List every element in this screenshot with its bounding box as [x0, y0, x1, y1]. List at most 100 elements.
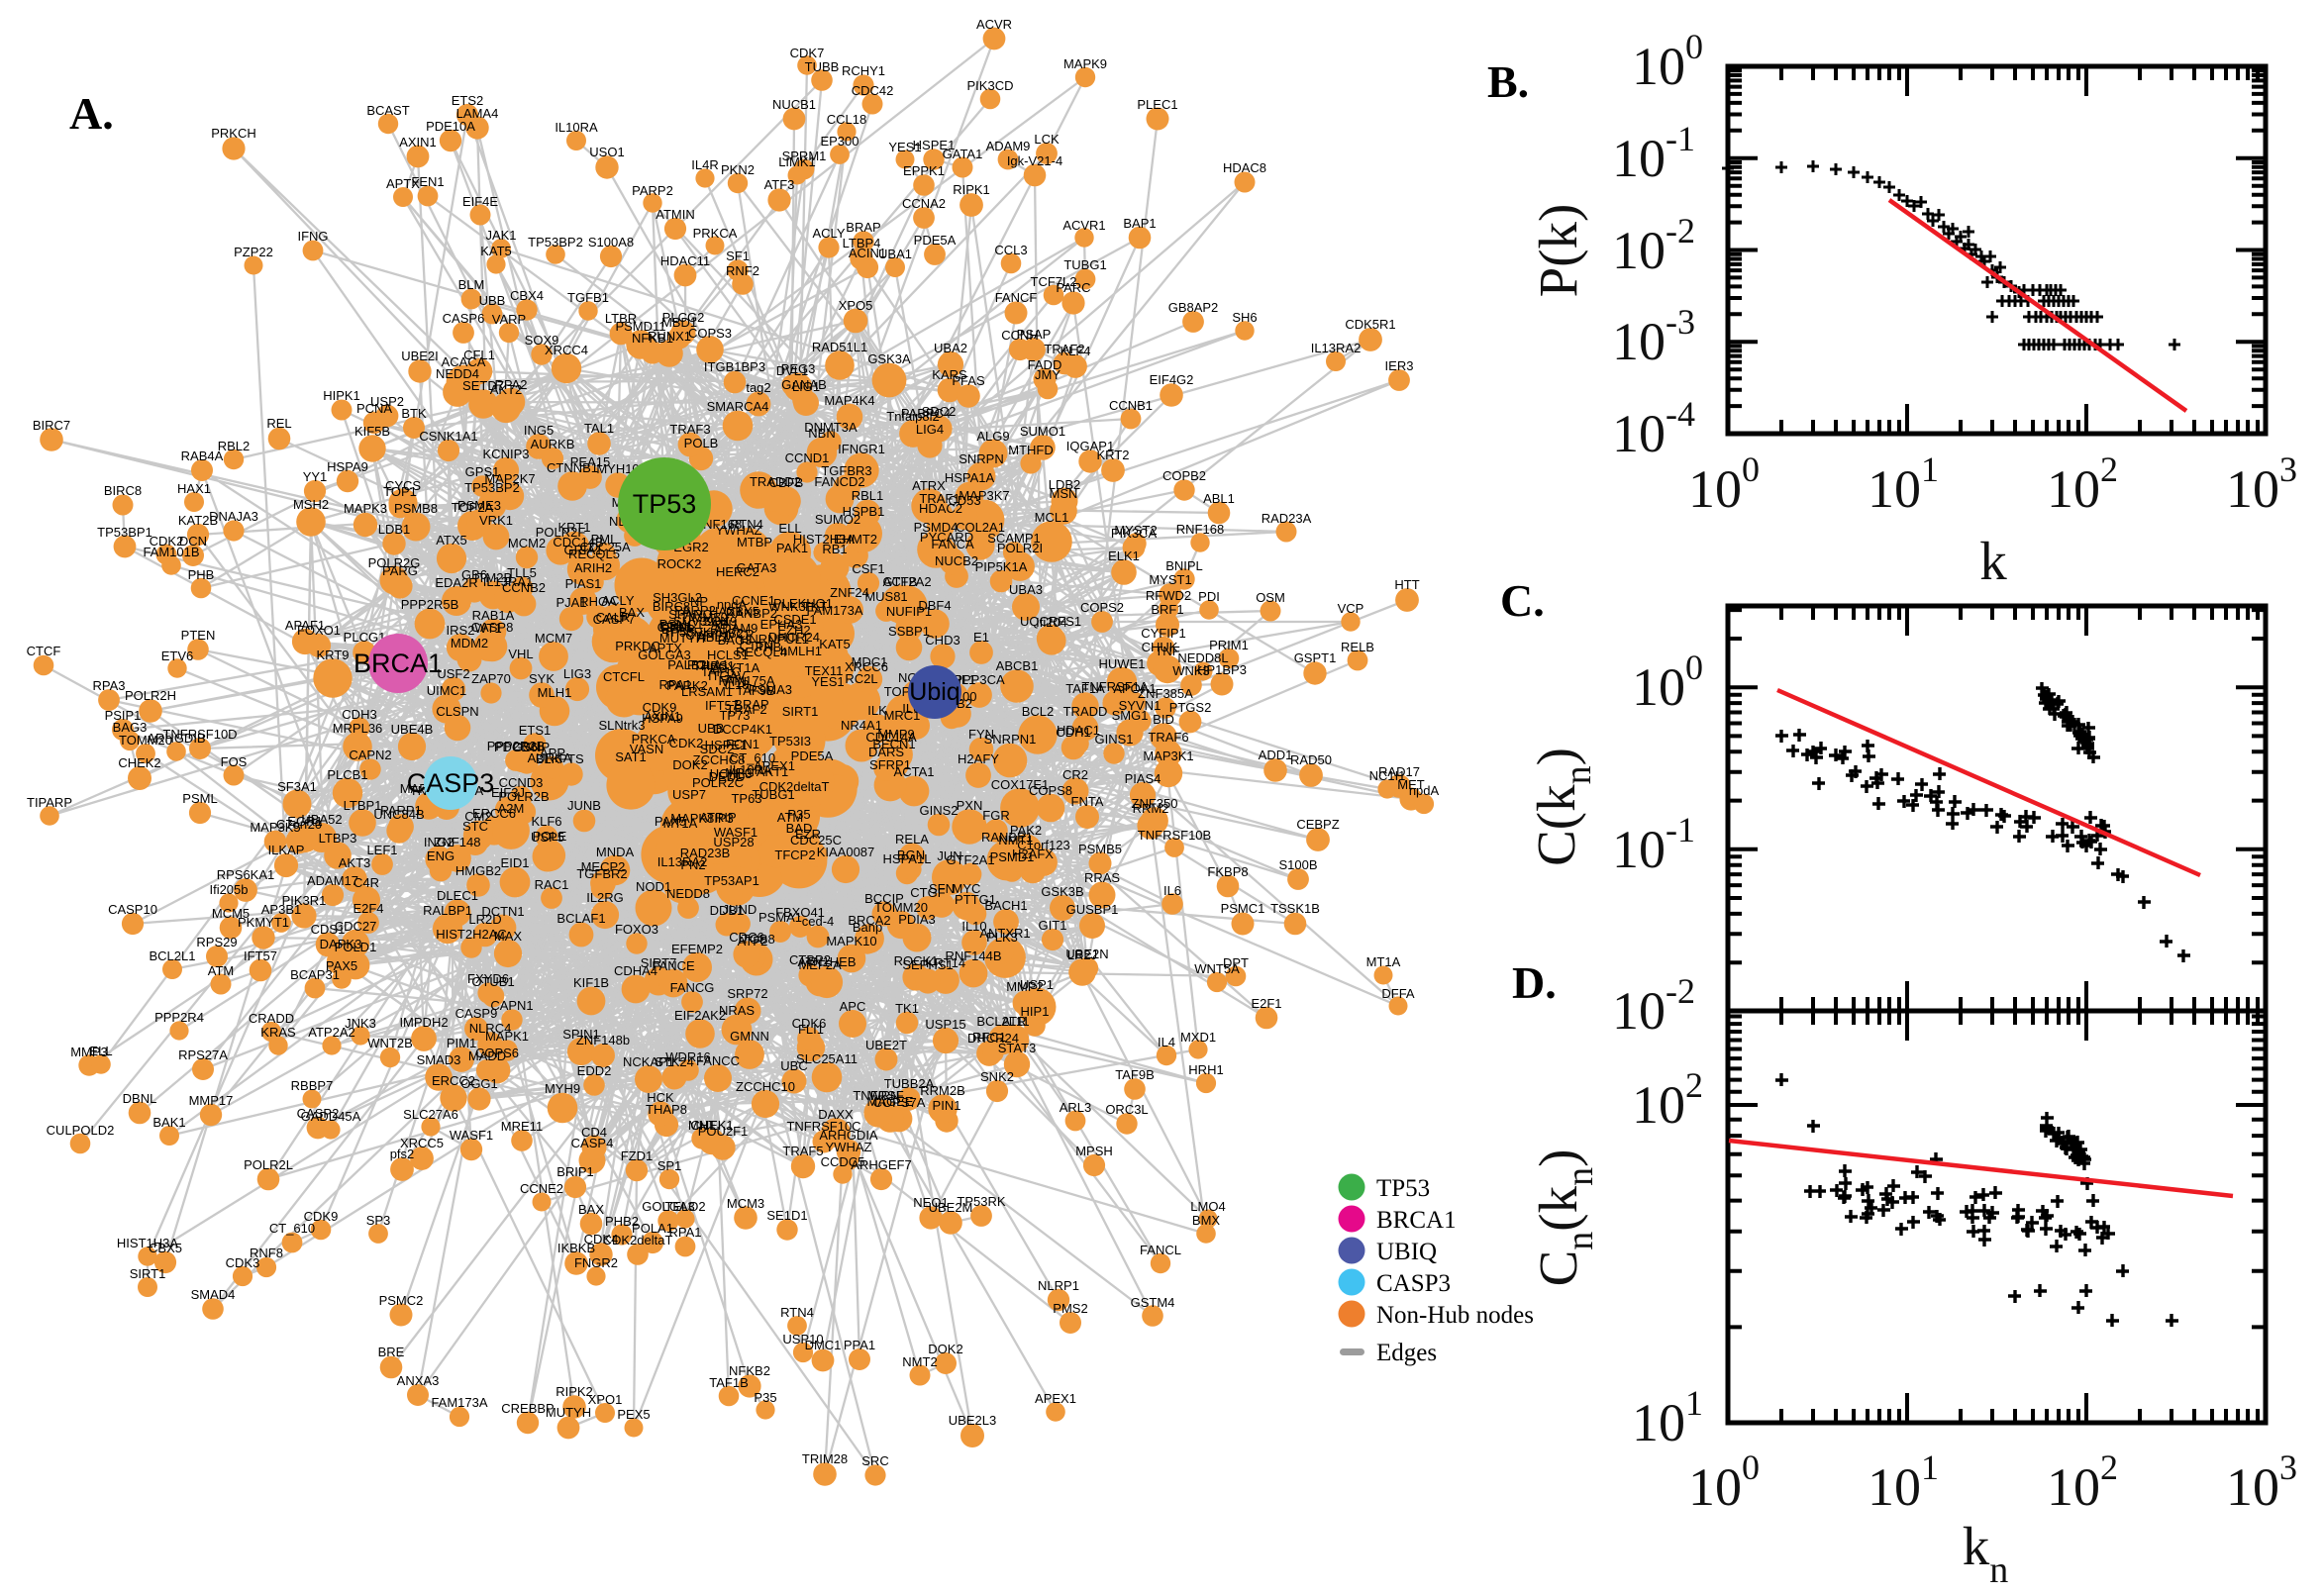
- svg-text:CTTN: CTTN: [740, 639, 774, 653]
- svg-text:MCM3: MCM3: [727, 1196, 764, 1211]
- svg-text:ROCK1: ROCK1: [894, 953, 939, 968]
- svg-text:ACTA1: ACTA1: [894, 764, 935, 779]
- svg-text:CD53: CD53: [948, 493, 980, 508]
- svg-text:MLH1: MLH1: [538, 685, 572, 700]
- svg-text:HNRNPUL1: HNRNPUL1: [740, 632, 809, 647]
- svg-text:RAD23A: RAD23A: [1262, 511, 1312, 526]
- svg-text:ING5: ING5: [524, 423, 554, 438]
- svg-text:MTHFD: MTHFD: [1008, 443, 1054, 457]
- svg-text:SAT1: SAT1: [615, 749, 647, 764]
- svg-text:RAD17: RAD17: [1378, 764, 1420, 779]
- svg-text:CBX4: CBX4: [510, 288, 544, 303]
- svg-text:POLR2H: POLR2H: [125, 688, 176, 703]
- svg-text:CASP2: CASP2: [297, 1106, 340, 1121]
- svg-text:TRADD2: TRADD2: [750, 474, 801, 489]
- svg-text:MUTYH: MUTYH: [546, 1405, 591, 1420]
- svg-text:GB8AP2: GB8AP2: [1168, 300, 1219, 315]
- svg-text:LIG1: LIG1: [792, 379, 820, 394]
- svg-text:RFWD2: RFWD2: [1146, 588, 1191, 603]
- svg-text:NFKB1: NFKB1: [632, 331, 673, 346]
- svg-text:DCTN1: DCTN1: [481, 904, 524, 919]
- svg-text:RPA3: RPA3: [93, 678, 126, 693]
- svg-text:FNTA: FNTA: [1071, 794, 1104, 809]
- svg-text:ROCK2: ROCK2: [657, 556, 702, 571]
- svg-text:ATF2: ATF2: [738, 934, 768, 948]
- svg-text:CHD3: CHD3: [925, 633, 960, 648]
- svg-text:HAX1: HAX1: [709, 604, 743, 619]
- svg-text:CDK2deltaT: CDK2deltaT: [759, 779, 830, 794]
- svg-text:DVL1: DVL1: [776, 363, 809, 378]
- svg-text:PDE5A: PDE5A: [791, 748, 834, 763]
- svg-text:PLK3: PLK3: [986, 930, 1018, 945]
- svg-text:CAPN2: CAPN2: [349, 748, 391, 762]
- svg-text:CCNE2: CCNE2: [520, 1181, 563, 1196]
- svg-text:C4R: C4R: [354, 875, 379, 890]
- svg-text:MUS81: MUS81: [864, 589, 907, 604]
- svg-text:DHCR24: DHCR24: [768, 630, 820, 645]
- svg-text:FAM101B: FAM101B: [143, 545, 199, 559]
- svg-text:ILKAP: ILKAP: [268, 843, 305, 857]
- svg-text:Edges: Edges: [1376, 1340, 1437, 1366]
- svg-text:CCND1: CCND1: [785, 450, 830, 465]
- svg-text:TOMM20: TOMM20: [874, 900, 928, 915]
- svg-text:MMP9: MMP9: [877, 727, 915, 742]
- svg-text:CDC25C: CDC25C: [790, 833, 842, 848]
- svg-text:ABL1: ABL1: [697, 630, 729, 645]
- svg-text:OTUB1: OTUB1: [471, 974, 514, 989]
- svg-text:VASN: VASN: [630, 742, 663, 756]
- svg-text:EDD2: EDD2: [577, 1063, 612, 1078]
- svg-text:APEX1: APEX1: [1035, 1391, 1076, 1406]
- svg-text:WNK3: WNK3: [1172, 663, 1210, 678]
- svg-text:TUBG1: TUBG1: [752, 787, 794, 802]
- svg-text:Non-Hub nodes: Non-Hub nodes: [1376, 1302, 1534, 1329]
- svg-text:RNF144B: RNF144B: [945, 948, 1001, 963]
- svg-text:MMP17: MMP17: [189, 1093, 234, 1108]
- svg-text:DNMT3A: DNMT3A: [804, 420, 858, 435]
- svg-text:ATM: ATM: [208, 963, 234, 978]
- svg-text:BCL2: BCL2: [1022, 704, 1055, 719]
- svg-text:npdA: npdA: [1409, 783, 1440, 798]
- svg-text:HIPK1: HIPK1: [323, 388, 360, 403]
- svg-text:BAG3: BAG3: [718, 633, 753, 648]
- svg-text:SSBP1: SSBP1: [888, 624, 930, 639]
- svg-text:ELL: ELL: [89, 1044, 112, 1058]
- svg-text:MAPK8IP3: MAPK8IP3: [670, 811, 734, 826]
- svg-text:PTGS2: PTGS2: [1169, 700, 1212, 715]
- svg-text:PAK1: PAK1: [776, 541, 808, 555]
- svg-text:RFC1: RFC1: [972, 1030, 1006, 1045]
- svg-text:P(k): P(k): [1528, 204, 1588, 298]
- svg-text:SP1: SP1: [657, 1158, 682, 1173]
- svg-text:USF2: USF2: [437, 666, 469, 681]
- svg-text:IL4R: IL4R: [691, 157, 718, 172]
- svg-text:PSMA1: PSMA1: [758, 910, 802, 925]
- svg-text:COPS6: COPS6: [475, 1046, 519, 1060]
- svg-text:CCL18: CCL18: [827, 112, 866, 127]
- svg-text:GRIA1: GRIA1: [563, 543, 602, 557]
- svg-text:TUBB: TUBB: [805, 59, 840, 74]
- svg-text:IL10RA: IL10RA: [555, 120, 598, 135]
- svg-text:UBE4B: UBE4B: [391, 722, 434, 737]
- svg-text:ING2: ING2: [424, 835, 454, 849]
- svg-text:TP53I3: TP53I3: [769, 734, 811, 748]
- svg-text:TAF1C: TAF1C: [701, 664, 741, 679]
- svg-text:UBIQ: UBIQ: [1376, 1239, 1437, 1265]
- svg-text:SETD7: SETD7: [462, 378, 504, 393]
- svg-text:MAGEE: MAGEE: [867, 1094, 914, 1109]
- svg-text:ITGAV: ITGAV: [708, 668, 746, 683]
- svg-text:MAPK9: MAPK9: [1063, 56, 1107, 71]
- svg-text:PLCB1: PLCB1: [327, 767, 367, 782]
- svg-text:MCM7: MCM7: [535, 631, 572, 646]
- svg-text:FZD1: FZD1: [621, 1148, 654, 1163]
- svg-text:NR4A1: NR4A1: [841, 718, 882, 733]
- svg-text:SPIN1: SPIN1: [562, 1027, 600, 1042]
- svg-text:MAP3K5: MAP3K5: [250, 820, 300, 835]
- svg-text:PLEC1: PLEC1: [1137, 97, 1177, 112]
- svg-text:GSTM4: GSTM4: [1131, 1295, 1175, 1310]
- svg-text:MAX: MAX: [494, 929, 523, 944]
- svg-text:JUN: JUN: [937, 848, 961, 863]
- svg-text:PPP2R2B: PPP2R2B: [487, 739, 546, 753]
- svg-text:ATX5: ATX5: [436, 533, 467, 548]
- svg-text:TNFRSF1A: TNFRSF1A: [1081, 679, 1149, 694]
- svg-text:EIF4G2: EIF4G2: [1150, 372, 1194, 387]
- svg-text:UBA2: UBA2: [934, 341, 967, 355]
